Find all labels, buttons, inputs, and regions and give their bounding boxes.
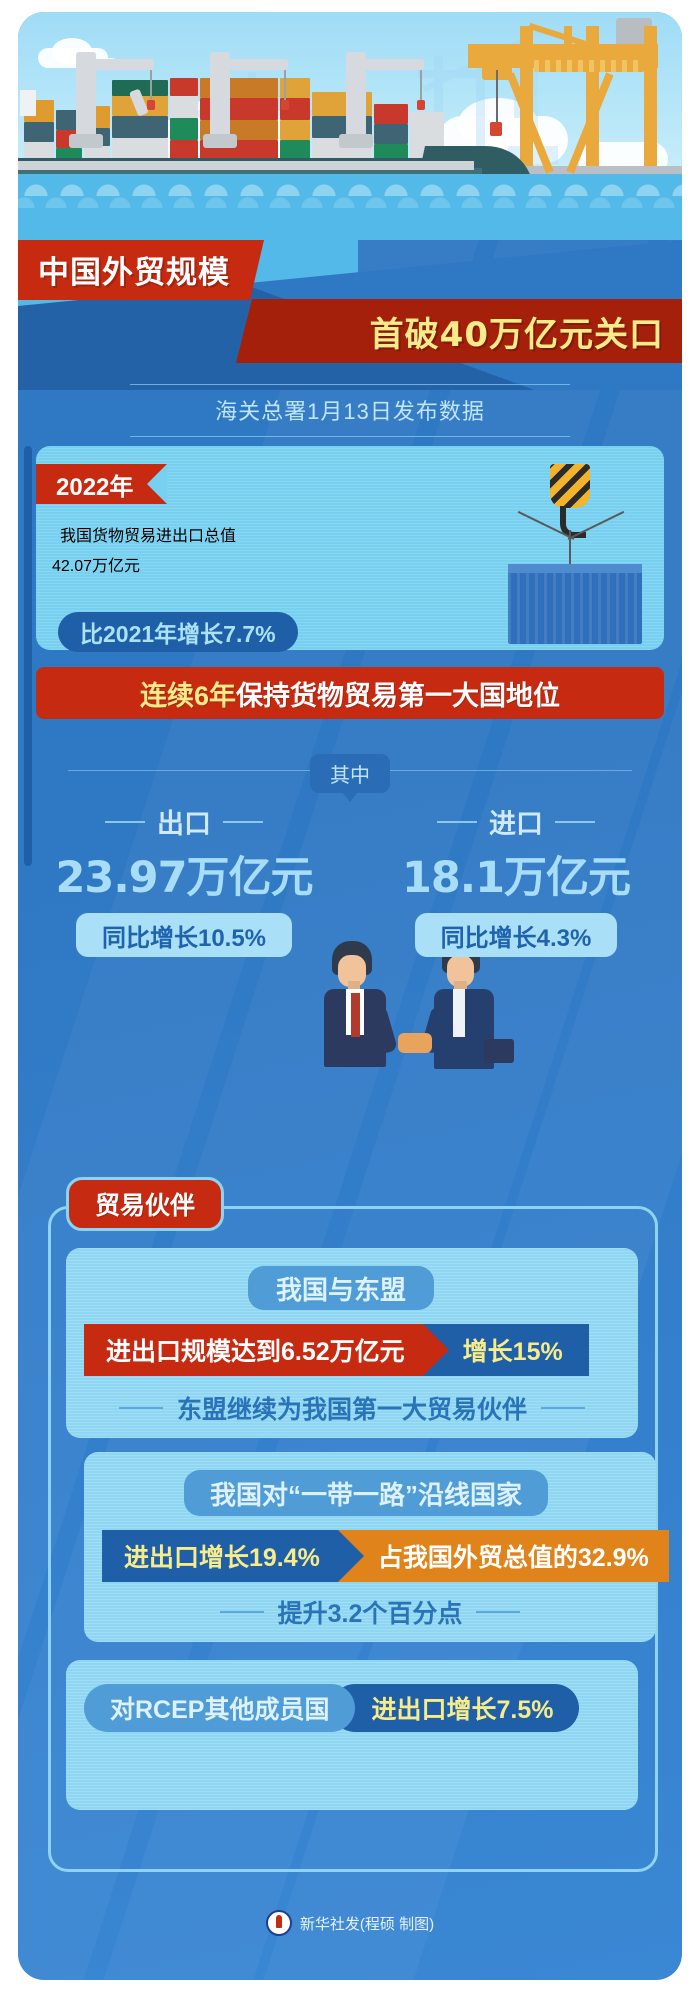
- import-growth-text: 同比增长4.3%: [440, 924, 592, 952]
- asean-note: 东盟继续为我国第一大贸易伙伴: [66, 1390, 638, 1426]
- dock-crane-1: [69, 48, 166, 148]
- export-import-columns: 出口 23.97万亿元 同比增长10.5% 进口 18.1万亿元 同比增长4.3…: [18, 802, 682, 957]
- crane-hook-container-illustration: [502, 464, 652, 644]
- person-left-tie: [351, 993, 360, 1037]
- year-growth-pill: 比2021年增长7.7%: [58, 612, 298, 652]
- year-total-value: 42.07万亿元: [52, 558, 141, 575]
- briefcase-icon: [484, 1039, 514, 1063]
- belt-road-bar-right-text: 占我国外贸总值的32.9%: [377, 1544, 649, 1572]
- asean-bar-right: 增长15%: [422, 1324, 589, 1376]
- rcep-label-text: 对RCEP其他成员国: [110, 1696, 330, 1724]
- trade-partners-tag: 贸易伙伴: [66, 1177, 225, 1231]
- import-label: 进口: [489, 809, 543, 839]
- year-ribbon: 2022年: [36, 464, 168, 504]
- dash-left-icon: [219, 1611, 264, 1613]
- belt-road-bar-right: 占我国外贸总值的32.9%: [337, 1530, 669, 1582]
- belt-road-heading-pill: 我国对“一带一路”沿线国家: [184, 1470, 549, 1516]
- trade-partners-tag-text: 贸易伙伴: [95, 1192, 196, 1220]
- export-growth-pill: 同比增长10.5%: [75, 913, 293, 957]
- title-banner-line2: 首破40万亿元关口: [236, 299, 682, 363]
- rcep-value-text: 进出口增长7.5%: [371, 1696, 554, 1724]
- source-note: 海关总署1月13日发布数据: [130, 384, 570, 437]
- leader-status-rest: 保持货物贸易第一大国地位: [236, 680, 561, 711]
- leader-status-banner: 连续6年保持货物贸易第一大国地位: [36, 667, 664, 719]
- title-line2-text: 首破40万亿元关口: [369, 315, 664, 355]
- rule-bottom: [130, 436, 570, 437]
- dock-crane-3: [339, 48, 436, 148]
- hook-block-icon: [550, 464, 590, 508]
- asean-heading-pill: 我国与东盟: [248, 1266, 435, 1310]
- title-line1-text: 中国外贸规模: [38, 255, 230, 290]
- asean-bar-left-text: 进出口规模达到6.52万亿元: [106, 1338, 405, 1366]
- import-value: 18.1万亿元: [401, 853, 631, 903]
- belt-road-note: 提升3.2个百分点: [84, 1594, 656, 1630]
- source-note-text: 海关总署1月13日发布数据: [215, 399, 485, 424]
- asean-bar-left: 进出口规模达到6.52万亿元: [84, 1324, 449, 1376]
- clasped-hands-icon: [398, 1033, 432, 1053]
- column-export: 出口 23.97万亿元 同比增长10.5%: [18, 802, 350, 957]
- export-label: 出口: [157, 809, 211, 839]
- leader-status-text: 连续6年保持货物贸易第一大国地位: [140, 674, 560, 713]
- dash-left-icon: [437, 820, 477, 823]
- title-banner-line1: 中国外贸规模: [18, 240, 264, 300]
- export-growth-text: 同比增长10.5%: [101, 924, 267, 952]
- gantry-crane: [468, 18, 658, 174]
- belt-road-heading-text: 我国对“一带一路”沿线国家: [210, 1479, 523, 1510]
- breakdown-tag-text: 其中: [330, 765, 370, 787]
- export-heading: 出口: [18, 802, 350, 841]
- xinhua-logo-icon: [265, 1910, 292, 1936]
- left-accent-bar: [24, 446, 32, 866]
- import-heading: 进口: [350, 802, 682, 841]
- dash-right-icon: [476, 1611, 521, 1613]
- dash-right-icon: [555, 820, 595, 823]
- rcep-stat-row: 对RCEP其他成员国 进出口增长7.5%: [84, 1684, 580, 1732]
- shipping-container: [508, 564, 642, 644]
- person-right-shirt: [453, 989, 465, 1037]
- export-value: 23.97万亿元: [55, 853, 313, 903]
- rcep-label: 对RCEP其他成员国: [84, 1684, 356, 1732]
- belt-road-bar-left: 进出口增长19.4%: [102, 1530, 364, 1582]
- handshake-illustration: [314, 937, 514, 1077]
- belt-road-stat-bar: 进出口增长19.4% 占我国外贸总值的32.9%: [102, 1530, 669, 1582]
- dash-right-icon: [223, 820, 263, 823]
- asean-bar-right-text: 增长15%: [462, 1338, 563, 1366]
- belt-road-note-text: 提升3.2个百分点: [277, 1600, 463, 1628]
- leader-status-highlight: 连续6年: [139, 680, 237, 711]
- year-ribbon-text: 2022年: [56, 473, 134, 501]
- rule-top: [130, 384, 570, 385]
- rcep-value: 进出口增长7.5%: [331, 1684, 580, 1732]
- asean-stat-bar: 进出口规模达到6.52万亿元 增长15%: [84, 1324, 589, 1376]
- dash-left-icon: [105, 820, 145, 823]
- hero-port-illustration: [18, 12, 682, 240]
- ship-deck: [18, 161, 474, 170]
- dock-building: [20, 90, 36, 116]
- partner-block-rcep: [66, 1660, 638, 1810]
- dash-right-icon: [541, 1407, 585, 1409]
- asean-heading-text: 我国与东盟: [276, 1274, 407, 1305]
- dash-left-icon: [118, 1407, 163, 1409]
- asean-note-text: 东盟继续为我国第一大贸易伙伴: [176, 1396, 527, 1424]
- belt-road-bar-left-text: 进出口增长19.4%: [124, 1544, 320, 1572]
- breakdown-tag: 其中: [310, 754, 390, 802]
- footer-credit: 新华社发(程硕 制图): [18, 1910, 682, 1936]
- column-import: 进口 18.1万亿元 同比增长4.3%: [350, 802, 682, 957]
- footer-credit-text: 新华社发(程硕 制图): [299, 1915, 435, 1933]
- year-total-label: 我国货物贸易进出口总值: [60, 528, 237, 545]
- ship-band: [18, 168, 482, 178]
- year-growth-text: 比2021年增长7.7%: [80, 621, 276, 647]
- import-growth-pill: 同比增长4.3%: [414, 913, 618, 957]
- infographic-card: 中国外贸规模 首破40万亿元关口 海关总署1月13日发布数据 2022年 我国货…: [18, 12, 682, 1980]
- dock-crane-2: [203, 48, 300, 148]
